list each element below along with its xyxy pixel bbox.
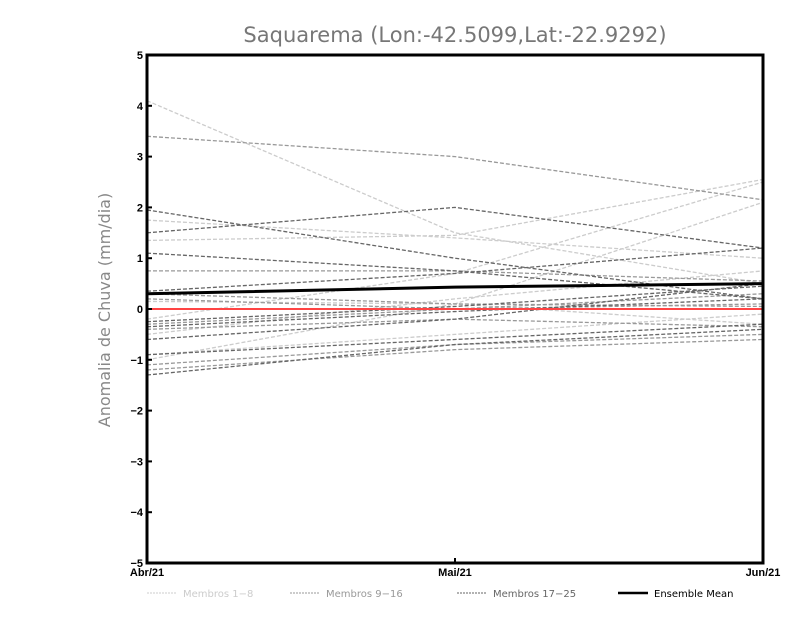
member-line-2-7 (146, 338, 764, 371)
legend-label: Membros 17−25 (493, 589, 576, 600)
y-tick-label: 1 (137, 253, 143, 265)
member-line-3-9 (146, 328, 764, 376)
x-tick-label: Jun/21 (746, 567, 781, 579)
y-tick-label: 5 (137, 50, 143, 62)
legend-label: Membros 9−16 (326, 589, 403, 600)
member-line-1-3 (146, 178, 764, 242)
member-line-3-6 (146, 298, 764, 328)
y-tick-label: −1 (130, 355, 143, 367)
member-line-3-7 (146, 282, 764, 341)
member-line-2-3 (146, 293, 764, 308)
y-tick-label: −3 (130, 456, 143, 468)
member-line-3-3 (146, 252, 764, 300)
member-line-3-5 (146, 285, 764, 323)
y-axis-label: Anomalia de Chuva (mm/dia) (95, 193, 114, 427)
y-tick-label: 0 (137, 304, 143, 316)
y-tick-label: −4 (130, 507, 143, 519)
member-line-1-1 (146, 100, 764, 285)
x-tick-label: Abr/21 (130, 567, 164, 579)
x-tick-label: Mai/21 (438, 567, 472, 579)
member-line-2-2 (147, 270, 764, 282)
member-line-3-4 (146, 247, 764, 292)
y-tick-label: 2 (137, 202, 143, 214)
member-line-1-7 (146, 313, 764, 356)
y-tick-label: −5 (130, 558, 143, 570)
member-line-2-1 (146, 135, 764, 201)
chart-title: Saquarema (Lon:-42.5099,Lat:-22.9292) (243, 23, 666, 47)
member-line-1-6 (146, 270, 764, 336)
member-line-3-8 (146, 323, 764, 356)
y-tick-label: 4 (137, 101, 144, 113)
ensemble-mean-line (146, 282, 764, 296)
y-tick-label: −2 (130, 406, 143, 418)
member-line-3-2 (146, 206, 764, 249)
y-tick-label: 3 (137, 152, 143, 164)
legend-label: Ensemble Mean (654, 589, 733, 600)
legend-label: Membros 1−8 (183, 589, 253, 600)
member-line-1-4 (146, 181, 764, 320)
